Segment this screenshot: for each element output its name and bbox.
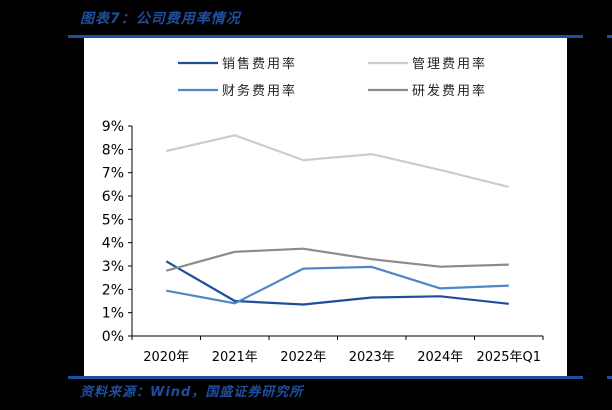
series-line-2 — [166, 265, 509, 305]
y-tick-label: 3% — [102, 259, 124, 275]
line-chart: 0% 1% 2% 3% 4% 5% 6% 7% 8% 9% 2020年 2021年 2022年 2023年… — [102, 56, 544, 365]
top-rule-segment — [607, 35, 612, 38]
bottom-rule-segment — [607, 376, 612, 379]
x-tick-label: 2024年 — [417, 350, 463, 365]
source-note: 资料来源：Wind，国盛证券研究所 — [80, 385, 304, 400]
series-line-0 — [165, 260, 509, 306]
y-tick-label: 0% — [102, 329, 124, 345]
legend-label: 管理费用率 — [412, 56, 487, 72]
chart-panel: 0% 1% 2% 3% 4% 5% 6% 7% 8% 9% 2020年 2021年 2022年 2023年… — [84, 38, 567, 377]
bottom-rule — [68, 376, 583, 379]
y-tick-label: 9% — [102, 119, 124, 135]
y-tick-label: 1% — [102, 306, 124, 322]
series-line-3 — [166, 247, 509, 272]
x-tick-label: 2022年 — [280, 350, 326, 365]
legend-label: 销售费用率 — [222, 56, 297, 72]
y-tick-label: 5% — [102, 212, 124, 228]
legend-label: 研发费用率 — [412, 83, 487, 99]
y-tick-label: 8% — [102, 142, 124, 158]
series-line-1 — [166, 134, 510, 188]
x-tick-label: 2020年 — [143, 350, 189, 365]
y-tick-label: 4% — [102, 236, 124, 252]
x-tick-label: 2025年Q1 — [476, 350, 541, 365]
y-tick-label: 6% — [102, 189, 124, 205]
x-tick-label: 2023年 — [349, 350, 395, 365]
x-tick-label: 2021年 — [212, 350, 258, 365]
top-rule — [68, 35, 583, 38]
figure-title: 图表7：公司费用率情况 — [80, 11, 241, 27]
y-tick-label: 7% — [102, 166, 124, 182]
legend-label: 财务费用率 — [222, 83, 297, 99]
y-tick-label: 2% — [102, 282, 124, 298]
